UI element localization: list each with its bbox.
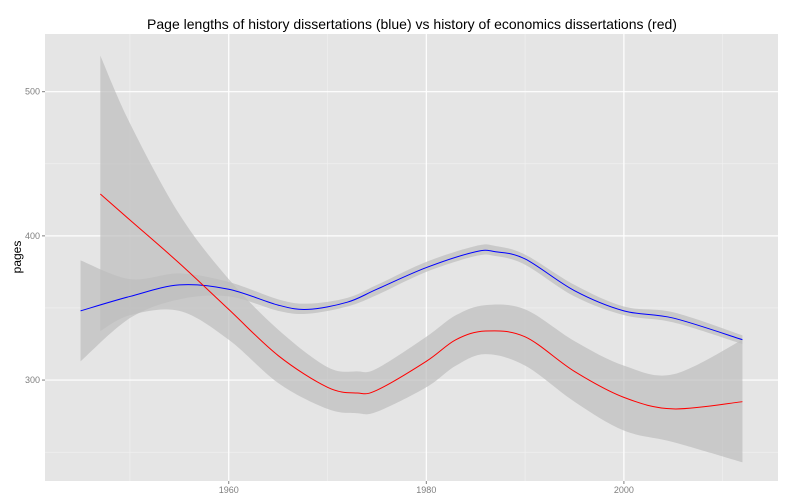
series-line-0 bbox=[80, 249, 743, 341]
x-tick-label: 1980 bbox=[416, 485, 436, 495]
x-tick-label: 1960 bbox=[219, 485, 239, 495]
x-tick-label: 2000 bbox=[614, 485, 634, 495]
confidence-band-0 bbox=[80, 244, 743, 362]
series-lines bbox=[80, 193, 743, 410]
y-axis-ticks: 300 400 500 bbox=[25, 87, 45, 385]
confidence-band-1 bbox=[100, 55, 743, 463]
confidence-ribbons bbox=[80, 55, 743, 463]
series-line-1 bbox=[99, 193, 743, 410]
y-tick-label: 500 bbox=[25, 87, 40, 97]
y-tick-label: 400 bbox=[25, 231, 40, 241]
y-axis-label: pages bbox=[10, 241, 24, 274]
x-axis-ticks: 1960 1980 2000 bbox=[219, 481, 634, 495]
chart-title: Page lengths of history dissertations (b… bbox=[147, 16, 677, 32]
y-tick-label: 300 bbox=[25, 375, 40, 385]
